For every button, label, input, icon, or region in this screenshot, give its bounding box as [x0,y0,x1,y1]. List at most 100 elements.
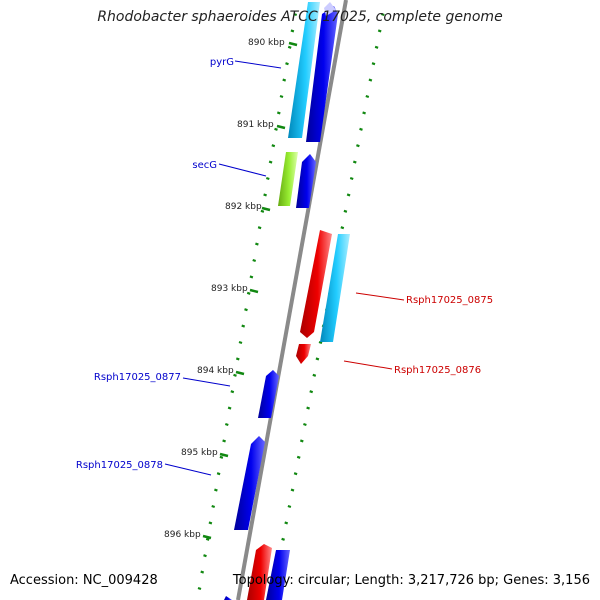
callout-line [218,163,267,177]
minor-tick [211,504,216,509]
genome-backbone [236,0,348,600]
minor-tick [359,127,363,131]
minor-tick [235,357,240,361]
callout-line [234,60,282,69]
minor-tick [274,127,278,131]
minor-tick [356,144,360,148]
gene-blue-bottom-left[interactable] [224,596,232,600]
minor-tick [318,340,323,345]
gene-features [224,2,350,600]
minor-tick [285,62,289,66]
minor-tick [233,373,237,377]
gene-cyan-0875[interactable] [320,234,350,342]
minor-tick [255,242,259,246]
minor-tick [203,554,207,558]
callout-line [182,377,231,387]
gene-label-pyrG[interactable]: pyrG [210,57,234,68]
minor-tick [377,29,382,33]
minor-tick [244,308,248,312]
gene-label-rsph17025-0876[interactable]: Rsph17025_0876 [394,365,481,376]
tick-label: 896 kbp [164,530,201,540]
gene-secG[interactable] [278,152,298,206]
minor-tick [214,488,218,492]
major-ticks [202,41,298,540]
gene-red-bottom[interactable] [247,544,272,600]
minor-tick [299,439,304,443]
gene-red-0876[interactable] [296,344,311,364]
callout-line [164,463,212,476]
minor-tick [276,111,281,115]
tick-mark [235,370,245,376]
tick-labels: 890 kbp 891 kbp 892 kbp 893 kbp 894 kbp … [164,38,285,540]
gene-red-0875[interactable] [300,230,332,338]
gene-label-secG[interactable]: secG [192,160,217,171]
minor-tick [279,94,284,99]
tick-mark [276,124,286,130]
minor-tick [246,291,251,295]
minor-tick [265,176,270,181]
minor-tick [197,586,202,591]
gene-blue-bottom[interactable] [266,550,290,600]
minor-tick [252,258,257,263]
gene-label-rsph17025-0875[interactable]: Rsph17025_0875 [406,295,493,306]
gene-blue-0877[interactable] [258,370,279,418]
minor-tick [287,45,292,49]
minor-tick [346,193,351,197]
tick-mark [288,41,298,47]
minor-tick [340,226,345,230]
gene-blue-secg[interactable] [296,154,316,208]
tick-mark [202,534,212,540]
minor-tick [303,422,307,427]
gene-blue-top[interactable] [306,6,338,142]
tick-track-inner [197,12,298,591]
minor-tick [312,373,317,377]
gene-lavender-top[interactable] [324,2,336,16]
minor-tick [268,160,273,164]
minor-tick [309,390,314,394]
genome-summary-text: Topology: circular; Length: 3,217,726 bp… [232,573,590,588]
minor-tick [371,62,376,66]
minor-tick [293,12,298,17]
callout-line [355,292,405,301]
minor-tick [362,111,366,115]
gene-blue-0878[interactable] [234,436,265,530]
minor-tick [293,472,298,476]
callout-line [343,360,393,370]
tick-label: 894 kbp [197,366,234,376]
minor-tick [208,521,213,525]
minor-tick [263,193,267,197]
minor-tick [281,537,285,541]
minor-tick [219,455,224,459]
tick-label: 890 kbp [248,38,285,48]
minor-tick [200,570,205,574]
tick-label: 892 kbp [225,202,262,212]
gene-labels: pyrG secG Rsph17025_0875 Rsph17025_0876 … [76,57,493,471]
tick-label: 893 kbp [211,284,248,294]
minor-tick [227,406,232,410]
minor-tick [238,340,243,345]
minor-tick [352,160,357,164]
gene-pyrG[interactable] [288,2,320,138]
minor-tick [290,488,295,492]
tick-mark [219,452,229,458]
minor-tick [368,78,373,82]
minor-tick [230,390,235,394]
gene-label-rsph17025-0878[interactable]: Rsph17025_0878 [76,460,163,471]
minor-tick [241,324,246,328]
minor-tick [349,176,354,181]
minor-tick [374,45,379,49]
map-title: Rhodobacter sphaeroides ATCC 17025, comp… [97,9,503,25]
minor-tick [282,78,287,82]
minor-tick [287,504,292,509]
tick-label: 891 kbp [237,120,274,130]
minor-tick [380,12,385,17]
minor-tick [249,275,254,279]
minor-tick [296,455,301,459]
minor-tick [306,406,310,410]
minor-tick [205,537,210,541]
gene-label-rsph17025-0877[interactable]: Rsph17025_0877 [94,372,181,383]
accession-text: Accession: NC_009428 [10,573,158,588]
tick-label: 895 kbp [181,448,218,458]
callout-lines [164,60,405,476]
